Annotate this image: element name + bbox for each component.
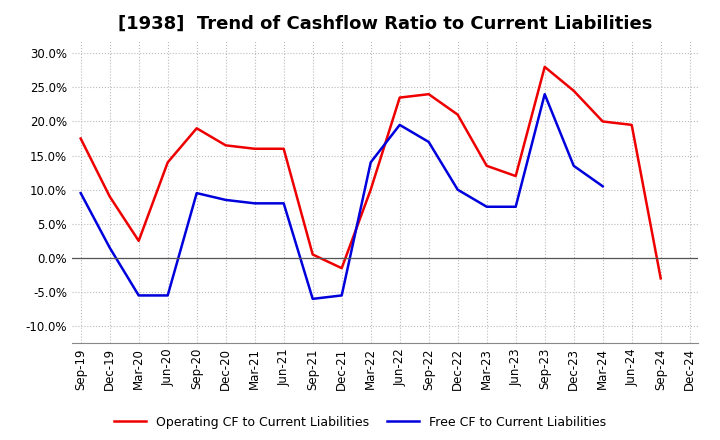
Free CF to Current Liabilities — [511, 204, 520, 209]
Free CF to Current Liabilities — [308, 296, 317, 301]
Free CF to Current Liabilities — [366, 160, 375, 165]
Operating CF to Current Liabilities — [511, 173, 520, 179]
Line: Free CF to Current Liabilities: Free CF to Current Liabilities — [81, 94, 603, 299]
Line: Operating CF to Current Liabilities: Operating CF to Current Liabilities — [81, 67, 661, 279]
Free CF to Current Liabilities — [395, 122, 404, 128]
Title: [1938]  Trend of Cashflow Ratio to Current Liabilities: [1938] Trend of Cashflow Ratio to Curren… — [118, 15, 652, 33]
Free CF to Current Liabilities — [163, 293, 172, 298]
Legend: Operating CF to Current Liabilities, Free CF to Current Liabilities: Operating CF to Current Liabilities, Fre… — [109, 411, 611, 434]
Operating CF to Current Liabilities — [570, 88, 578, 93]
Operating CF to Current Liabilities — [627, 122, 636, 128]
Free CF to Current Liabilities — [221, 197, 230, 202]
Operating CF to Current Liabilities — [366, 187, 375, 192]
Operating CF to Current Liabilities — [279, 146, 288, 151]
Operating CF to Current Liabilities — [454, 112, 462, 117]
Operating CF to Current Liabilities — [192, 126, 201, 131]
Free CF to Current Liabilities — [424, 139, 433, 145]
Operating CF to Current Liabilities — [135, 238, 143, 243]
Operating CF to Current Liabilities — [541, 64, 549, 70]
Free CF to Current Liabilities — [338, 293, 346, 298]
Operating CF to Current Liabilities — [338, 265, 346, 271]
Free CF to Current Liabilities — [541, 92, 549, 97]
Free CF to Current Liabilities — [570, 163, 578, 169]
Operating CF to Current Liabilities — [657, 276, 665, 281]
Free CF to Current Liabilities — [454, 187, 462, 192]
Operating CF to Current Liabilities — [251, 146, 259, 151]
Free CF to Current Liabilities — [135, 293, 143, 298]
Operating CF to Current Liabilities — [308, 252, 317, 257]
Operating CF to Current Liabilities — [76, 136, 85, 141]
Operating CF to Current Liabilities — [105, 194, 114, 199]
Free CF to Current Liabilities — [279, 201, 288, 206]
Operating CF to Current Liabilities — [598, 119, 607, 124]
Free CF to Current Liabilities — [192, 191, 201, 196]
Operating CF to Current Liabilities — [395, 95, 404, 100]
Free CF to Current Liabilities — [76, 191, 85, 196]
Free CF to Current Liabilities — [105, 245, 114, 250]
Operating CF to Current Liabilities — [163, 160, 172, 165]
Operating CF to Current Liabilities — [424, 92, 433, 97]
Operating CF to Current Liabilities — [221, 143, 230, 148]
Operating CF to Current Liabilities — [482, 163, 491, 169]
Free CF to Current Liabilities — [598, 183, 607, 189]
Free CF to Current Liabilities — [482, 204, 491, 209]
Free CF to Current Liabilities — [251, 201, 259, 206]
